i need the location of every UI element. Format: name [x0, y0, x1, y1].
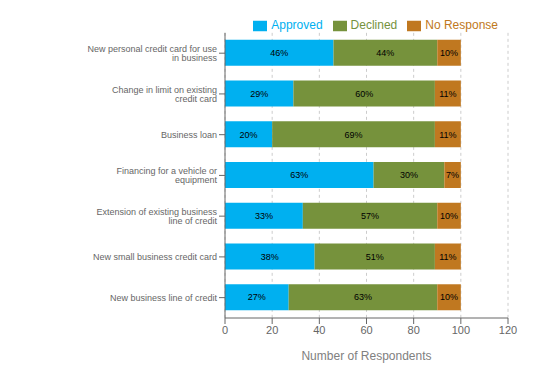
html-text:No Response: No Response: [425, 18, 498, 32]
svg-text:30%: 30%: [400, 170, 418, 180]
svg-text:57%: 57%: [361, 211, 379, 221]
svg-text:10%: 10%: [440, 292, 458, 302]
svg-text:New business line of credit: New business line of credit: [110, 293, 218, 303]
svg-text:20%: 20%: [240, 130, 258, 140]
svg-text:11%: 11%: [439, 130, 456, 140]
svg-text:Business loan: Business loan: [161, 130, 217, 140]
svg-text:7%: 7%: [446, 170, 459, 180]
svg-text:New personal credit card for u: New personal credit card for usein busin…: [87, 44, 217, 63]
svg-text:60: 60: [360, 324, 372, 336]
svg-text:0: 0: [222, 324, 228, 336]
svg-text:Financing for a vehicle orequi: Financing for a vehicle orequipment: [116, 166, 217, 185]
svg-text:69%: 69%: [345, 130, 363, 140]
svg-text:29%: 29%: [250, 89, 268, 99]
svg-text:44%: 44%: [376, 48, 394, 58]
svg-text:Extension of existing business: Extension of existing businessline of cr…: [96, 207, 217, 226]
svg-text:63%: 63%: [354, 292, 372, 302]
svg-text:40: 40: [313, 324, 325, 336]
svg-text:46%: 46%: [270, 48, 288, 58]
svg-text:38%: 38%: [261, 252, 279, 262]
svg-text:11%: 11%: [439, 89, 456, 99]
svg-text:120: 120: [499, 324, 517, 336]
svg-text:New small business credit card: New small business credit card: [93, 252, 217, 262]
svg-text:Change in limit on existingcre: Change in limit on existingcredit card: [112, 85, 217, 104]
svg-text:51%: 51%: [366, 252, 384, 262]
svg-text:10%: 10%: [440, 211, 458, 221]
svg-text:63%: 63%: [290, 170, 308, 180]
svg-text:20: 20: [266, 324, 278, 336]
svg-text:80: 80: [408, 324, 420, 336]
svg-text:10%: 10%: [440, 48, 458, 58]
svg-text:100: 100: [452, 324, 470, 336]
html-text:Declined: Declined: [350, 18, 398, 32]
svg-text:Number of Respondents: Number of Respondents: [301, 349, 431, 363]
svg-text:11%: 11%: [439, 252, 456, 262]
svg-text:60%: 60%: [355, 89, 373, 99]
svg-text:27%: 27%: [248, 292, 266, 302]
svg-text:33%: 33%: [255, 211, 273, 221]
html-text:Approved: Approved: [271, 18, 323, 32]
